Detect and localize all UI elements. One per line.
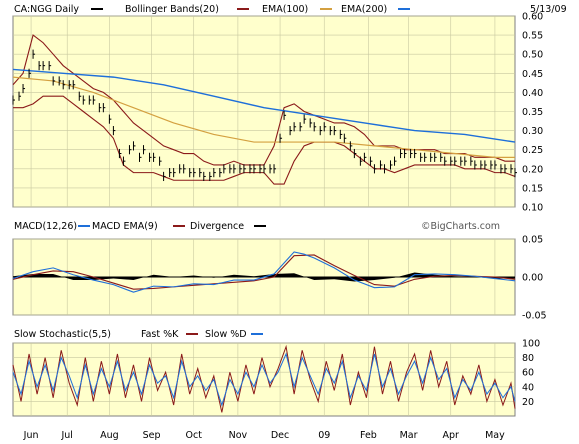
price-panel: CA:NGG Daily Bollinger Bands(20) EMA(100… [12,4,567,214]
x-tick-label: Nov [229,430,248,441]
y-tick-label: 20 [522,397,534,408]
macd-series [12,251,516,293]
price-grid [13,15,515,208]
x-tick-label: Oct [186,430,203,441]
x-tick-label: Feb [360,430,377,441]
x-tick-label: May [485,430,505,441]
ema200-line [12,68,516,143]
watermark: ©BigCharts.com [421,221,500,232]
stochastic-panel: Slow Stochastic(5,5) Fast %K Slow %D 100… [12,329,540,417]
y-tick-label: 0.05 [522,235,543,246]
macd-line [12,251,516,293]
y-tick-label: 0.55 [522,31,543,42]
y-tick-label: 0.30 [522,126,543,137]
macd-y-axis: 0.05 0.00 -0.05 [522,235,547,322]
y-tick-label: 0.45 [522,69,543,80]
y-tick-label: 0.35 [522,107,543,118]
x-tick-label: 09 [318,430,330,441]
legend-fastk-label: Fast %K [141,329,179,340]
x-tick-label: Jun [23,430,39,441]
ema100-line [12,76,515,158]
stochastic-y-axis: 100 80 60 40 20 [522,339,540,408]
macd-panel: MACD(12,26) MACD EMA(9) Divergence ©BigC… [12,221,547,322]
x-tick-label: Aug [100,430,119,441]
macd-legend: MACD(12,26) MACD EMA(9) Divergence [14,221,266,232]
legend-macd-label: MACD(12,26) [14,221,77,232]
y-tick-label: 60 [522,368,534,379]
price-series [12,34,517,185]
legend-ema100-label: EMA(100) [262,4,308,15]
price-legend: CA:NGG Daily Bollinger Bands(20) EMA(100… [14,4,410,15]
y-tick-label: 0.10 [522,203,543,214]
legend-ticker-label: CA:NGG Daily [14,4,79,15]
y-tick-label: 80 [522,353,534,364]
x-tick-label: Apr [443,430,460,441]
x-tick-label: Sep [143,430,161,441]
y-tick-label: 40 [522,382,534,393]
y-tick-label: 0.00 [522,273,543,284]
legend-slowd-label: Slow %D [205,329,247,340]
macd-ema-line [12,254,516,290]
slow-d-line [12,352,516,407]
y-tick-label: 0.60 [522,12,543,23]
x-tick-label: Dec [271,430,289,441]
x-tick-label: Mar [400,430,418,441]
legend-stochastic-label: Slow Stochastic(5,5) [14,329,111,340]
x-axis: Jun Jul Aug Sep Oct Nov Dec 09 Feb Mar Apr May [23,430,505,441]
y-tick-label: 0.15 [522,183,543,194]
legend-ema200-label: EMA(200) [341,4,387,15]
y-tick-label: 0.25 [522,145,543,156]
price-y-axis: 0.60 0.55 0.50 0.45 0.40 0.35 0.30 0.25 0.20 0.15… [522,12,543,214]
legend-bollinger-label: Bollinger Bands(20) [125,4,219,15]
stochastic-series [12,344,516,413]
y-tick-label: 0.40 [522,88,543,99]
y-tick-label: 100 [522,339,540,350]
legend-macd-ema-label: MACD EMA(9) [92,221,158,232]
date-label: 5/13/09 [530,4,567,15]
y-tick-label: 0.50 [522,50,543,61]
y-tick-label: -0.05 [522,311,547,322]
y-tick-label: 0.20 [522,164,543,175]
stochastic-legend: Slow Stochastic(5,5) Fast %K Slow %D [14,329,263,340]
x-tick-label: Jul [60,430,72,441]
legend-divergence-label: Divergence [190,221,244,232]
stochastic-panel-background [12,342,516,417]
